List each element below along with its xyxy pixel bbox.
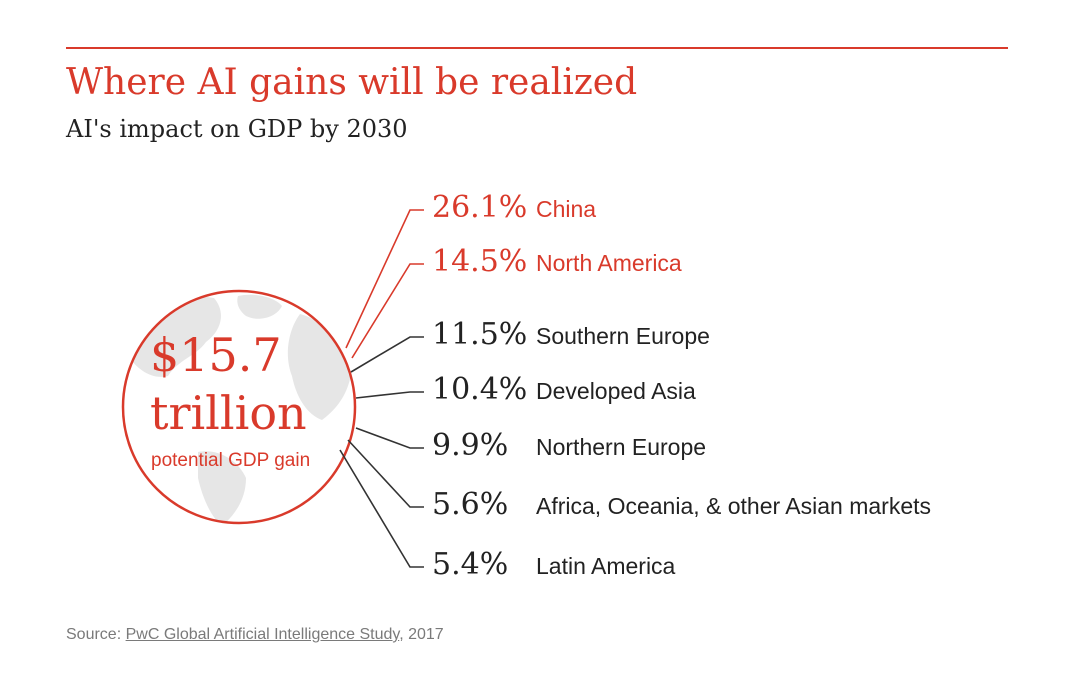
source-link[interactable]: PwC Global Artificial Intelligence Study [125, 626, 400, 643]
region-label: Africa, Oceania, & other Asian markets [536, 493, 932, 519]
leader-line [351, 263, 424, 359]
source-note: Source: PwC Global Artificial Intelligen… [66, 626, 444, 644]
region-label: China [536, 196, 597, 222]
region-label: Latin America [536, 553, 676, 579]
data-value-label: 26.1% [432, 190, 528, 225]
total-gain-unit: trillion [150, 386, 307, 440]
leader-line [347, 439, 424, 508]
data-value-label: 5.6% [432, 487, 509, 522]
data-value-label: 5.4% [432, 547, 509, 582]
leader-lines [339, 209, 424, 568]
leader-line [355, 391, 424, 399]
total-gain-caption: potential GDP gain [151, 450, 311, 471]
data-value-label: 11.5% [432, 317, 528, 352]
leader-line [345, 209, 424, 349]
region-label: Northern Europe [536, 434, 707, 460]
page-title: Where AI gains will be realized [66, 62, 638, 103]
source-suffix: , 2017 [399, 626, 444, 643]
leader-line [355, 427, 424, 449]
globe-land-south-america [198, 451, 246, 523]
top-rule [66, 47, 1008, 49]
leader-line [339, 449, 424, 568]
source-prefix: Source: [66, 626, 126, 643]
region-label: Developed Asia [536, 378, 696, 404]
region-label: North America [536, 250, 682, 276]
leader-line [350, 336, 424, 373]
region-label: Southern Europe [536, 323, 710, 349]
globe-icon [121, 289, 357, 525]
data-value-label: 14.5% [432, 244, 528, 279]
page-subtitle: AI's impact on GDP by 2030 [66, 115, 408, 143]
total-gain-value: $15.7 [150, 328, 282, 382]
data-value-label: 10.4% [432, 372, 528, 407]
globe-land-greenland [237, 294, 282, 319]
data-value-label: 9.9% [432, 428, 509, 463]
